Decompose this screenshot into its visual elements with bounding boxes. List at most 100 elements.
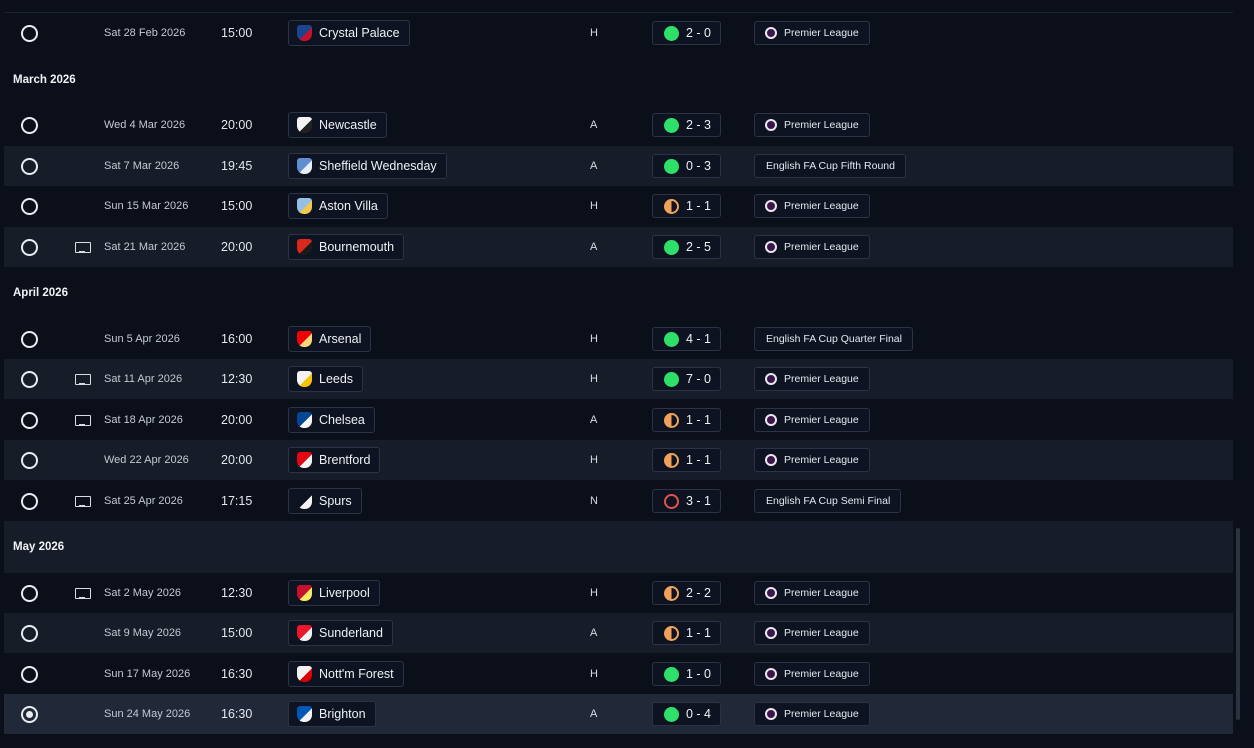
score: 1 - 1 [686,412,712,427]
opponent-name: Nott'm Forest [319,666,394,681]
competition-chip[interactable]: Premier League [754,621,870,645]
match-date: Wed 4 Mar 2026 [104,119,186,131]
select-radio[interactable] [21,625,38,642]
select-radio[interactable] [21,25,38,42]
result-chip[interactable]: 0 - 3 [652,153,722,178]
result-chip[interactable]: 1 - 1 [652,194,722,218]
premier-league-icon [765,200,777,212]
win-indicator-icon [664,118,679,133]
draw-indicator-icon [664,199,679,214]
match-date: Sun 5 Apr 2026 [104,332,180,345]
fixture-row[interactable]: Sat 28 Feb 2026 15:00 Crystal Palace H 2 - 0… [4,13,1233,53]
result-chip[interactable]: 3 - 1 [652,488,722,513]
win-indicator-icon [664,707,679,722]
club-crest-icon [297,625,312,641]
score: 0 - 3 [686,158,712,173]
select-radio[interactable] [21,452,38,469]
fixture-row[interactable]: Sun 17 May 2026 16:30 Nott'm Forest H 1 - 0 P… [4,653,1233,694]
fixture-row[interactable]: Sat 2 May 2026 12:30 Liverpool H 2 - 2 Premie… [4,572,1233,613]
select-radio[interactable] [21,330,38,348]
select-radio[interactable] [21,411,38,429]
kickoff-time: 15:00 [221,626,253,640]
score: 7 - 0 [686,372,712,386]
fixture-row[interactable]: Sat 25 Apr 2026 17:15 Spurs N 3 - 1 English F… [4,480,1233,521]
opponent-chip[interactable]: Brentford [288,447,381,473]
select-radio[interactable] [21,371,38,388]
competition-name: Premier League [784,586,859,599]
result-chip[interactable]: 7 - 0 [652,367,722,391]
match-date: Sat 11 Apr 2026 [104,373,183,385]
select-radio[interactable] [21,117,38,134]
competition-chip[interactable]: English FA Cup Semi Final [754,488,902,513]
opponent-chip[interactable]: Newcastle [288,112,387,138]
competition-chip[interactable]: Premier League [754,234,870,259]
score: 1 - 1 [686,453,712,467]
opponent-chip[interactable]: Crystal Palace [288,20,410,46]
competition-chip[interactable]: English FA Cup Fifth Round [754,153,906,178]
premier-league-icon [765,413,777,426]
draw-indicator-icon [664,453,679,468]
opponent-chip[interactable]: Chelsea [288,406,375,433]
kickoff-time: 20:00 [221,239,253,254]
fixture-row[interactable]: Sat 7 Mar 2026 19:45 Sheffield Wednesday A 0… [4,145,1233,186]
competition-chip[interactable]: Premier League [754,702,870,726]
month-header: May 2026 [4,521,1233,573]
competition-chip[interactable]: Premier League [754,661,870,686]
competition-chip[interactable]: Premier League [754,448,870,472]
result-chip[interactable]: 0 - 4 [652,702,722,726]
club-crest-icon [297,330,312,347]
result-chip[interactable]: 1 - 0 [652,661,722,686]
venue-indicator: A [590,119,598,131]
result-chip[interactable]: 2 - 0 [652,21,722,45]
fixture-row[interactable]: Sat 18 Apr 2026 20:00 Chelsea A 1 - 1 Premier… [4,399,1233,440]
opponent-chip[interactable]: Bournemouth [288,233,405,260]
select-radio[interactable] [21,198,38,215]
opponent-chip[interactable]: Sunderland [288,620,393,646]
competition-chip[interactable]: Premier League [754,194,870,218]
month-header: April 2026 [13,287,68,299]
result-chip[interactable]: 2 - 5 [652,234,722,259]
fixture-row[interactable]: Sun 5 Apr 2026 16:00 Arsenal H 4 - 1 English … [4,318,1233,359]
kickoff-time: 12:30 [221,372,253,386]
fixture-row[interactable]: Wed 4 Mar 2026 20:00 Newcastle A 2 - 3 Premie… [4,105,1233,145]
result-chip[interactable]: 1 - 1 [652,621,722,645]
select-radio[interactable] [21,665,38,683]
competition-chip[interactable]: Premier League [754,113,870,137]
club-crest-icon [297,665,312,682]
fixture-row[interactable]: Sat 21 Mar 2026 20:00 Bournemouth A 2 - 5 Pre… [4,226,1233,267]
competition-chip[interactable]: English FA Cup Quarter Final [754,326,913,351]
opponent-chip[interactable]: Arsenal [288,325,372,352]
fixture-row[interactable]: Wed 22 Apr 2026 20:00 Brentford H 1 - 1 Premi… [4,440,1233,480]
fixture-row[interactable]: Sun 15 Mar 2026 15:00 Aston Villa H 1 - 1 Pre… [4,186,1233,226]
fixture-row[interactable]: Sat 11 Apr 2026 12:30 Leeds H 7 - 0 Premier L… [4,359,1233,399]
competition-chip[interactable]: Premier League [754,21,870,45]
opponent-chip[interactable]: Liverpool [288,579,380,606]
select-radio[interactable] [21,584,38,602]
result-chip[interactable]: 2 - 2 [652,580,722,605]
scrollbar[interactable] [1236,528,1240,720]
opponent-chip[interactable]: Brighton [288,701,376,727]
premier-league-icon [765,667,777,680]
opponent-chip[interactable]: Sheffield Wednesday [288,152,447,179]
result-chip[interactable]: 2 - 3 [652,113,722,137]
select-radio[interactable] [21,238,38,256]
opponent-chip[interactable]: Spurs [288,487,362,514]
fixture-row[interactable]: Sat 9 May 2026 15:00 Sunderland A 1 - 1 Premi… [4,613,1233,653]
select-radio[interactable] [21,706,38,723]
result-chip[interactable]: 1 - 1 [652,407,722,432]
opponent-chip[interactable]: Nott'm Forest [288,660,404,687]
premier-league-icon [765,240,777,253]
competition-chip[interactable]: Premier League [754,367,870,391]
opponent-chip[interactable]: Leeds [288,366,364,392]
select-radio[interactable] [21,492,38,510]
competition-chip[interactable]: Premier League [754,407,870,432]
opponent-chip[interactable]: Aston Villa [288,193,388,219]
fixture-row[interactable]: Sun 24 May 2026 16:30 Brighton A 0 - 4 Premie… [4,694,1233,734]
result-chip[interactable]: 4 - 1 [652,326,722,351]
result-chip[interactable]: 1 - 1 [652,448,722,472]
draw-indicator-icon [664,626,679,641]
opponent-name: Chelsea [319,412,365,427]
competition-chip[interactable]: Premier League [754,580,870,605]
select-radio[interactable] [21,157,38,175]
competition-name: Premier League [784,413,859,426]
